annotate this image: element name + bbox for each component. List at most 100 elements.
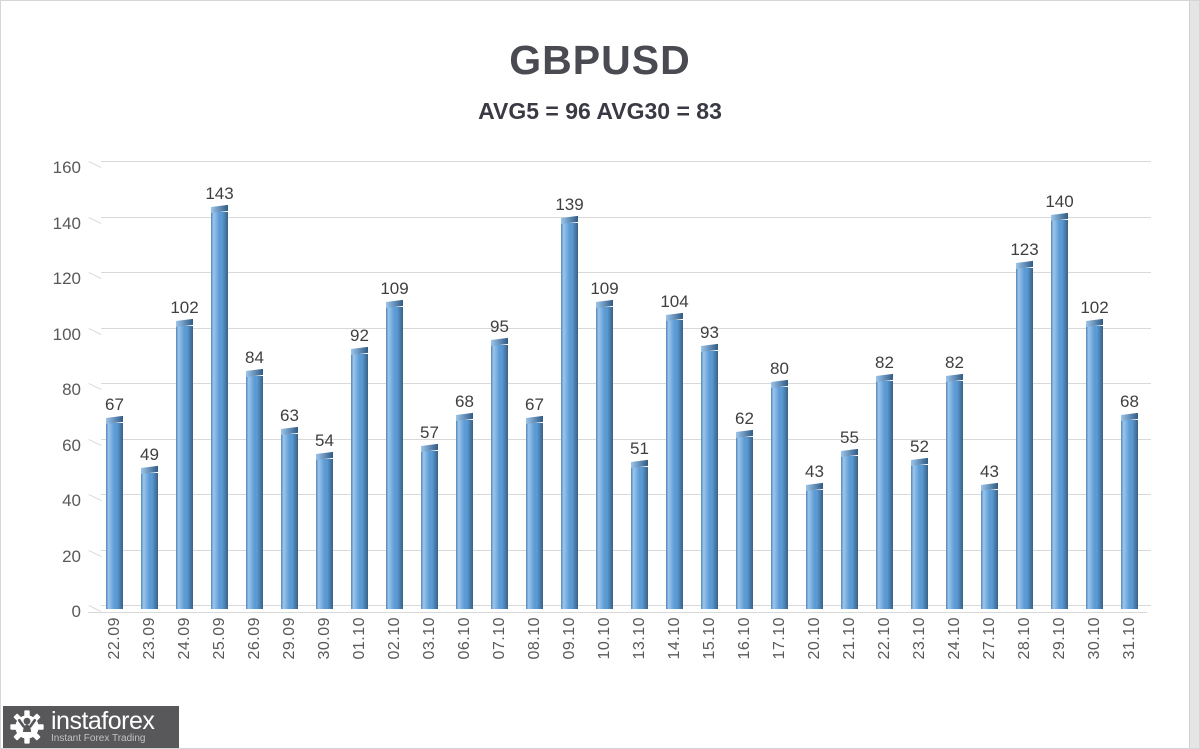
bar: [666, 320, 683, 609]
bar-value-label: 68: [455, 392, 474, 411]
bar-value-label: 95: [490, 317, 509, 336]
bar-value-label: 104: [660, 292, 689, 311]
x-tick-label: 09.10: [552, 617, 587, 701]
bar-value-label: 92: [350, 326, 369, 345]
x-tick-label: 10.10: [587, 617, 622, 701]
bar-value-label: 52: [910, 437, 929, 456]
bar-value-label: 143: [205, 184, 234, 203]
x-tick-label: 24.10: [937, 617, 972, 701]
bar: [316, 459, 333, 609]
y-tick-label: 100: [52, 324, 81, 344]
bar: [281, 434, 298, 609]
gridline-elbow: [88, 549, 102, 557]
bar: [1051, 220, 1068, 609]
bar-value-label: 84: [245, 348, 264, 367]
x-tick-label: 26.09: [237, 617, 272, 701]
x-tick-label: 25.09: [202, 617, 237, 701]
bar-value-label: 80: [770, 359, 789, 378]
x-tick-label: 24.09: [167, 617, 202, 701]
x-tick-label-text: 26.09: [245, 617, 263, 660]
x-tick-label: 01.10: [342, 617, 377, 701]
gridline-elbow: [88, 438, 102, 446]
bar: [631, 467, 648, 609]
x-tick-label-text: 16.10: [735, 617, 753, 660]
bar: [736, 437, 753, 609]
bar-value-label: 109: [590, 279, 619, 298]
x-tick-label-text: 08.10: [525, 617, 543, 660]
x-tick-label: 14.10: [657, 617, 692, 701]
bar-value-label: 51: [630, 439, 649, 458]
x-tick-label: 22.09: [97, 617, 132, 701]
gridline: [101, 216, 1151, 218]
bar: [561, 223, 578, 609]
x-tick-label: 27.10: [972, 617, 1007, 701]
brand-name: instaforex: [51, 707, 155, 735]
x-tick-label-text: 21.10: [840, 617, 858, 660]
x-tick-label-text: 25.09: [210, 617, 228, 660]
bar-value-label: 55: [840, 428, 859, 447]
gridline-elbow: [88, 216, 102, 224]
x-tick-label: 06.10: [447, 617, 482, 701]
x-tick-label-text: 30.09: [315, 617, 333, 660]
bar-value-label: 62: [735, 409, 754, 428]
y-tick-label: 140: [52, 213, 81, 233]
y-tick-label: 160: [52, 158, 81, 177]
x-tick-label-text: 29.10: [1050, 617, 1068, 660]
x-tick-label: 23.09: [132, 617, 167, 701]
bar-value-label: 57: [420, 423, 439, 442]
x-tick-label-text: 23.09: [140, 617, 158, 660]
bar-value-label: 102: [1080, 298, 1109, 317]
bar: [701, 351, 718, 609]
x-tick-label-text: 30.10: [1085, 617, 1103, 660]
gridline-elbow: [88, 160, 102, 169]
x-tick-label-text: 10.10: [595, 617, 613, 660]
gridline: [101, 161, 1151, 162]
bar-value-label: 109: [380, 279, 409, 298]
x-tick-label-text: 22.09: [105, 617, 123, 660]
x-tick-label-text: 24.09: [175, 617, 193, 660]
bar: [596, 307, 613, 609]
bar-value-label: 140: [1045, 192, 1074, 211]
gridline-elbow: [88, 382, 102, 391]
bar: [981, 490, 998, 609]
bar-value-label: 123: [1010, 240, 1039, 259]
x-tick-label: 23.10: [902, 617, 937, 701]
y-tick-label: 40: [62, 491, 81, 510]
bar: [386, 307, 403, 609]
bar: [456, 420, 473, 609]
bar-value-label: 49: [140, 445, 159, 464]
x-tick-label: 17.10: [762, 617, 797, 701]
bar: [841, 456, 858, 609]
bar: [491, 345, 508, 609]
bar-value-label: 82: [875, 353, 894, 372]
floor-front-edge: [88, 612, 1147, 613]
bar: [806, 490, 823, 609]
chart-subtitle: AVG5 = 96 AVG30 = 83: [478, 98, 722, 124]
bar-value-label: 67: [105, 395, 124, 414]
x-tick-label-text: 20.10: [805, 617, 823, 660]
brand-tagline: Instant Forex Trading: [51, 733, 146, 744]
gridline: [101, 327, 1151, 329]
right-edge-band: [1189, 1, 1199, 748]
y-tick-label: 0: [71, 602, 81, 621]
bar-value-label: 63: [280, 406, 299, 425]
x-tick-label-text: 24.10: [945, 617, 963, 660]
x-tick-label-text: 28.10: [1015, 617, 1033, 660]
bar: [1121, 420, 1138, 609]
bar-value-label: 43: [980, 462, 999, 481]
bar-value-label: 139: [555, 195, 584, 214]
gridline: [101, 438, 1151, 440]
person-silhouette: [17, 717, 37, 732]
bar-value-label: 54: [315, 431, 334, 450]
bar: [771, 387, 788, 609]
gridline: [101, 605, 1151, 606]
bar: [526, 423, 543, 609]
x-tick-label-text: 14.10: [665, 617, 683, 660]
x-tick-label: 21.10: [832, 617, 867, 701]
bar: [351, 354, 368, 609]
gridline: [101, 494, 1151, 495]
x-tick-label: 30.09: [307, 617, 342, 701]
x-tick-label-text: 17.10: [770, 617, 788, 660]
